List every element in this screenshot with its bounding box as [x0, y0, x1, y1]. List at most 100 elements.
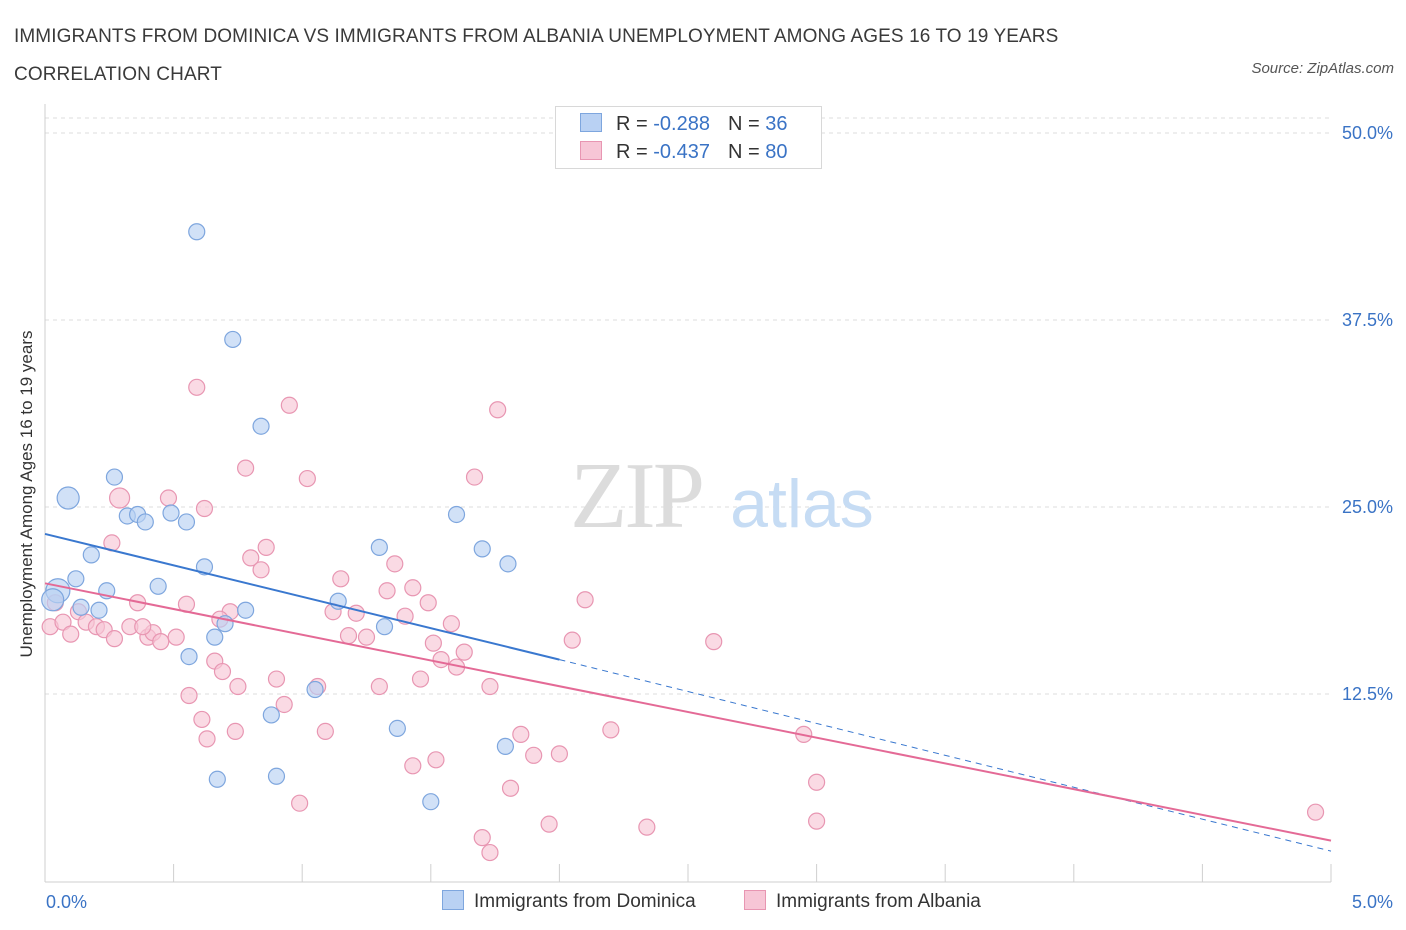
albania-point — [280, 396, 298, 414]
albania-point — [167, 628, 185, 646]
y-tick-label: 50.0% — [1342, 123, 1393, 143]
albania-point — [563, 631, 581, 649]
albania-point — [411, 670, 430, 688]
dominica-point — [496, 737, 514, 755]
albania-point — [481, 677, 499, 696]
dominica-point — [262, 706, 280, 724]
dominica-point — [162, 504, 180, 522]
dominica-point — [72, 598, 90, 616]
albania-point — [188, 378, 206, 396]
series-dominica-points — [41, 223, 517, 811]
albania-point — [252, 561, 270, 579]
albania-point — [242, 549, 260, 567]
legend-row-albania: R = -0.437 N = 80 — [580, 140, 787, 164]
albania-point — [404, 579, 422, 597]
albania-point — [473, 829, 491, 847]
albania-point — [489, 401, 507, 419]
albania-trend-line — [44, 582, 1332, 842]
dominica-point — [208, 770, 226, 788]
albania-point — [54, 613, 72, 631]
albania-point — [226, 722, 244, 741]
x-tick-label: 0.0% — [46, 892, 87, 912]
dominica-point — [237, 601, 255, 619]
dominica-point — [90, 601, 108, 619]
albania-point — [404, 757, 422, 775]
albania-point — [134, 618, 152, 636]
dominica-point — [388, 719, 406, 738]
albania-point — [378, 582, 396, 600]
dominica-point — [252, 417, 270, 435]
bottom-legend-dominica: Immigrants from Dominica — [442, 889, 696, 915]
dominica-point — [67, 570, 85, 588]
dominica-point — [375, 618, 394, 636]
albania-point — [275, 695, 293, 714]
albania-point — [298, 469, 316, 488]
dominica-point — [136, 513, 154, 531]
albania-point — [1306, 803, 1325, 821]
albania-point — [198, 730, 216, 748]
albania-point — [152, 633, 170, 651]
source-label: Source: ZipAtlas.com — [1251, 60, 1394, 77]
dominica-point — [370, 538, 388, 556]
albania-point — [427, 751, 445, 769]
albania-point — [807, 773, 826, 791]
legend-r-label: R = — [616, 141, 654, 163]
y-tick-label: 25.0% — [1342, 497, 1393, 517]
legend-n-label: N = — [727, 141, 766, 163]
dominica-point — [180, 647, 198, 666]
albania-point — [424, 634, 442, 652]
albania-point — [267, 670, 286, 688]
albania-point — [442, 615, 460, 633]
chart-title: IMMIGRANTS FROM DOMINICA VS IMMIGRANTS F… — [14, 26, 1059, 85]
albania-point — [501, 779, 520, 797]
dominica-point — [447, 505, 466, 524]
y-axis-title: Unemployment Among Ages 16 to 19 years — [17, 330, 36, 658]
albania-point — [705, 633, 723, 651]
dominica-point — [82, 546, 100, 564]
dominica-trend-line — [44, 532, 560, 661]
dominica-point — [267, 767, 286, 785]
albania-point — [455, 643, 473, 661]
y-tick-label: 37.5% — [1342, 310, 1393, 330]
dominica-point — [41, 588, 65, 612]
axes — [44, 104, 1332, 883]
bottom-legend-label-albania: Immigrants from Albania — [776, 891, 981, 912]
x-tick-label: 5.0% — [1352, 892, 1393, 912]
albania-point — [332, 570, 350, 588]
albania-point — [237, 459, 255, 477]
trend-lines — [44, 532, 1332, 852]
albania-point — [257, 538, 275, 556]
albania-point — [550, 745, 569, 763]
y-tick-label: 12.5% — [1342, 684, 1393, 704]
dominica-point — [56, 486, 80, 510]
albania-point — [316, 722, 334, 741]
albania-point — [525, 746, 543, 764]
albania-point — [807, 812, 826, 830]
albania-point — [339, 627, 358, 645]
dominica-point — [149, 577, 167, 595]
albania-point — [638, 818, 656, 836]
albania-point — [213, 662, 232, 681]
albania-point — [602, 721, 620, 739]
albania-point — [419, 594, 437, 612]
correlation-legend: R = -0.288 N = 36 R = -0.437 N = 80 — [555, 106, 822, 169]
albania-point — [576, 591, 594, 609]
dominica-point — [177, 513, 196, 531]
dominica-point — [499, 555, 517, 573]
dominica-point — [422, 793, 440, 811]
bottom-legend-swatch-dominica — [442, 890, 464, 910]
dominica-point — [206, 628, 224, 646]
legend-r-label: R = — [616, 113, 654, 135]
albania-point — [357, 628, 376, 646]
legend-r-value-albania: -0.437 — [653, 141, 710, 163]
legend-swatch-albania — [580, 141, 602, 160]
dominica-point — [105, 468, 124, 486]
tick-labels: 12.5% 25.0% 37.5% 50.0% 0.0% 5.0% — [46, 123, 1393, 912]
albania-point — [465, 468, 484, 486]
bottom-legend-label-dominica: Immigrants from Dominica — [474, 891, 696, 912]
albania-point — [108, 487, 131, 509]
bottom-legend-albania: Immigrants from Albania — [744, 889, 981, 915]
albania-point — [193, 710, 211, 729]
albania-point — [512, 725, 530, 743]
legend-n-value-dominica: 36 — [765, 113, 788, 135]
